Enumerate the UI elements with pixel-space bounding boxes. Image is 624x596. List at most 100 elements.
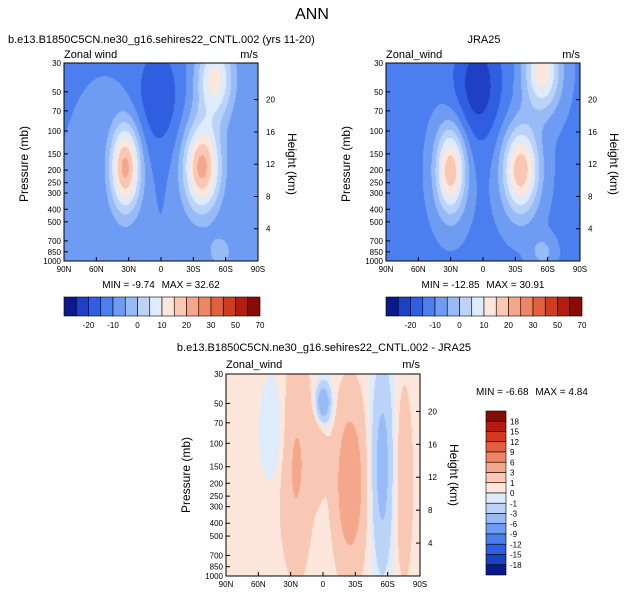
y-tick-label: 700 bbox=[210, 551, 224, 560]
colorbar-label: -6 bbox=[510, 520, 518, 529]
y-axis-label: Pressure (mb) bbox=[179, 437, 193, 513]
contour-plot bbox=[226, 374, 420, 576]
y-tick-label: 100 bbox=[48, 127, 62, 136]
colorbar-swatch bbox=[88, 296, 102, 317]
colorbar-swatch bbox=[483, 296, 497, 317]
colorbar-swatch bbox=[569, 296, 583, 317]
colorbar-label: 50 bbox=[553, 321, 562, 330]
panel-title: b.e13.B1850C5CN.ne30_g16.sehires22_CNTL.… bbox=[8, 34, 315, 46]
y-tick-label: 700 bbox=[48, 237, 62, 246]
colorbar-label: 1 bbox=[510, 479, 515, 488]
y-tick-label: 70 bbox=[52, 107, 61, 116]
y-tick-label: 200 bbox=[48, 166, 62, 175]
colorbar-swatch bbox=[532, 296, 546, 317]
y-right-tick-label: 4 bbox=[428, 539, 433, 548]
colorbar-swatch bbox=[235, 296, 249, 317]
x-tick-label: 90N bbox=[219, 580, 234, 589]
y-right-tick-label: 4 bbox=[266, 225, 271, 234]
y-right-tick-label: 12 bbox=[428, 473, 437, 482]
colorbar-label: 10 bbox=[158, 321, 167, 330]
colorbar-swatch bbox=[186, 296, 200, 317]
contour-fill bbox=[226, 374, 420, 576]
colorbar-label: 10 bbox=[480, 321, 489, 330]
min-label: MIN = bbox=[422, 280, 449, 291]
x-tick-label: 90N bbox=[57, 265, 72, 274]
stats-label: MIN = -12.85 MAX = 30.91 bbox=[422, 280, 545, 291]
colorbar-swatch bbox=[75, 296, 89, 317]
y-tick-label: 100 bbox=[370, 127, 384, 136]
y-tick-label: 250 bbox=[370, 179, 384, 188]
colorbar-label: 20 bbox=[182, 321, 191, 330]
colorbar-label: 15 bbox=[510, 428, 519, 437]
contour-plot bbox=[386, 63, 580, 261]
y-tick-label: 500 bbox=[210, 532, 224, 541]
x-tick-label: 0 bbox=[481, 265, 486, 274]
panel-units-label: m/s bbox=[240, 49, 258, 61]
x-tick-label: 60N bbox=[251, 580, 266, 589]
y-tick-label: 300 bbox=[48, 189, 62, 198]
y-right-tick-label: 12 bbox=[266, 160, 275, 169]
colorbar-swatch bbox=[520, 296, 534, 317]
y-tick-label: 500 bbox=[48, 218, 62, 227]
y-right-tick-label: 8 bbox=[266, 192, 271, 201]
y-tick-label: 1000 bbox=[205, 572, 223, 581]
colorbar-swatch bbox=[410, 296, 424, 317]
colorbar-label: 3 bbox=[510, 469, 515, 478]
min-label: MIN = bbox=[476, 387, 503, 398]
colorbar-swatch bbox=[100, 296, 114, 317]
y-tick-label: 150 bbox=[48, 150, 62, 159]
contour-fill bbox=[386, 63, 580, 261]
y-tick-label: 200 bbox=[210, 479, 224, 488]
plot-axes: 90N 60N 30N 0 30S 60S 90S305070100150200250300… bbox=[205, 370, 437, 589]
x-tick-label: 0 bbox=[159, 265, 164, 274]
colorbar-swatch bbox=[485, 543, 507, 555]
colorbar-label: 12 bbox=[510, 438, 519, 447]
colorbar-label: -20 bbox=[405, 321, 417, 330]
y-right-tick-label: 8 bbox=[428, 506, 433, 515]
plot-axes: 90N 60N 30N 0 30S 60S 90S305070100150200250300… bbox=[43, 59, 275, 274]
panel-left-label: Zonal wind bbox=[64, 49, 117, 61]
y-tick-label: 400 bbox=[48, 205, 62, 214]
y-axis-right-label: Height (km) bbox=[447, 444, 461, 506]
y-tick-label: 50 bbox=[374, 88, 383, 97]
y-tick-label: 1000 bbox=[365, 257, 383, 266]
colorbar-swatch bbox=[485, 410, 507, 422]
colorbar-label: 20 bbox=[504, 321, 513, 330]
y-tick-label: 30 bbox=[214, 370, 223, 379]
colorbar-swatch bbox=[161, 296, 175, 317]
x-tick-label: 90S bbox=[573, 265, 587, 274]
y-right-tick-label: 20 bbox=[266, 96, 275, 105]
colorbar-label: 70 bbox=[256, 321, 265, 330]
colorbar-label: 18 bbox=[510, 417, 519, 426]
colorbar-swatch bbox=[485, 420, 507, 432]
colorbar-label: -10 bbox=[107, 321, 119, 330]
panel-left-label: Zonal_wind bbox=[386, 49, 442, 61]
y-tick-label: 200 bbox=[370, 166, 384, 175]
colorbar: -20 -10 0 10 20 30 50 70 bbox=[385, 296, 587, 330]
colorbar-label: 0 bbox=[457, 321, 462, 330]
plot-axes: 90N 60N 30N 0 30S 60S 90S305070100150200250300… bbox=[365, 59, 597, 274]
panel-difference: b.e13.B1850C5CN.ne30_g16.sehires22_CNTL.… bbox=[177, 342, 588, 589]
y-tick-label: 300 bbox=[210, 503, 224, 512]
x-tick-label: 90S bbox=[251, 265, 265, 274]
y-tick-label: 30 bbox=[374, 59, 383, 68]
y-right-tick-label: 20 bbox=[588, 96, 597, 105]
y-tick-label: 150 bbox=[210, 463, 224, 472]
y-right-tick-label: 12 bbox=[588, 160, 597, 169]
colorbar-label: 0 bbox=[510, 489, 515, 498]
colorbar-swatch bbox=[63, 296, 77, 317]
y-tick-label: 400 bbox=[370, 205, 384, 214]
colorbar-swatch bbox=[210, 296, 224, 317]
contour-plot bbox=[64, 63, 258, 261]
y-tick-label: 70 bbox=[214, 419, 223, 428]
y-right-tick-label: 20 bbox=[428, 407, 437, 416]
stats-label: MIN = -9.74 MAX = 32.62 bbox=[102, 280, 220, 291]
colorbar-swatch bbox=[446, 296, 460, 317]
max-label: MAX = bbox=[486, 280, 516, 291]
x-tick-label: 30S bbox=[508, 265, 522, 274]
x-tick-label: 30N bbox=[443, 265, 458, 274]
y-tick-label: 70 bbox=[374, 107, 383, 116]
colorbar-swatch bbox=[471, 296, 485, 317]
colorbar-swatch bbox=[485, 564, 507, 576]
